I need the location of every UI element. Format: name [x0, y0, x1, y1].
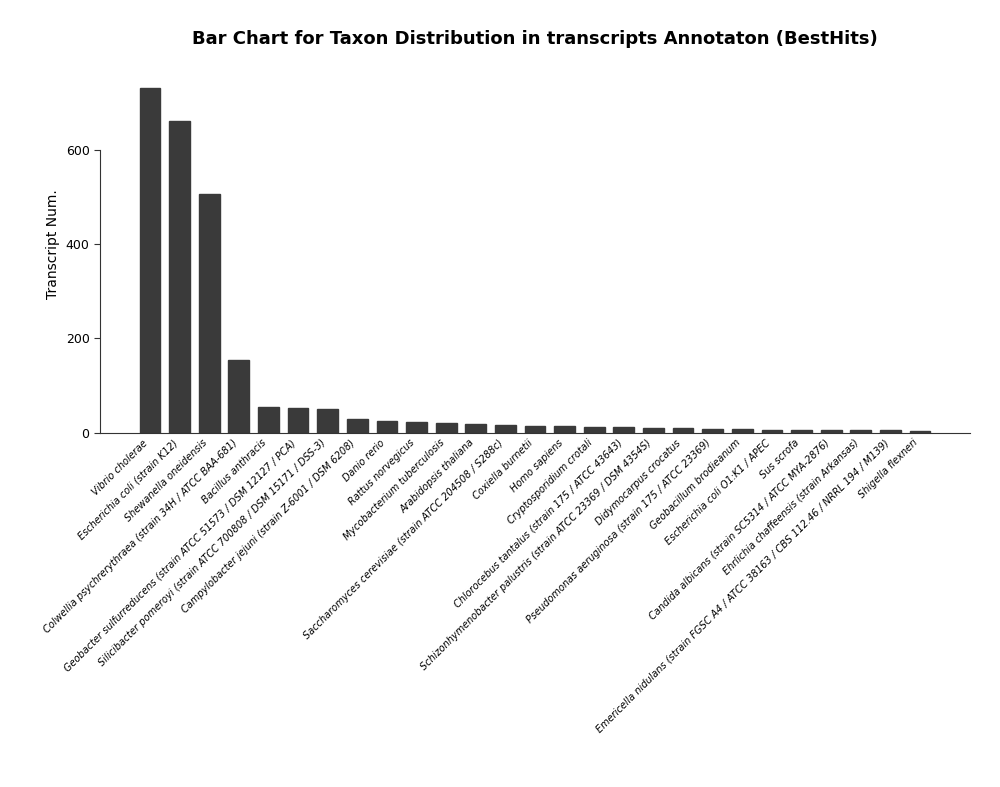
Bar	[910, 431, 930, 433]
Bar	[228, 360, 249, 433]
Bar	[850, 430, 871, 433]
Bar	[169, 121, 190, 433]
Bar	[880, 430, 901, 433]
Bar	[643, 427, 664, 433]
Bar	[377, 421, 397, 433]
Bar	[821, 430, 842, 433]
Bar	[199, 194, 220, 433]
Bar	[584, 427, 605, 433]
Bar	[762, 430, 782, 433]
Y-axis label: Transcript Num.: Transcript Num.	[46, 189, 60, 299]
Bar	[347, 419, 368, 433]
Bar	[613, 427, 634, 433]
Bar	[495, 425, 516, 433]
Bar	[465, 424, 486, 433]
Bar	[317, 409, 338, 433]
Title: Bar Chart for Taxon Distribution in transcripts Annotaton (BestHits): Bar Chart for Taxon Distribution in tran…	[192, 30, 878, 48]
Bar	[288, 408, 308, 433]
Bar	[554, 427, 575, 433]
Bar	[436, 423, 457, 433]
Bar	[791, 430, 812, 433]
Bar	[702, 429, 723, 433]
Bar	[673, 428, 693, 433]
Bar	[525, 426, 545, 433]
Bar	[140, 88, 160, 433]
Bar	[732, 429, 753, 433]
Bar	[258, 407, 279, 433]
Bar	[406, 423, 427, 433]
